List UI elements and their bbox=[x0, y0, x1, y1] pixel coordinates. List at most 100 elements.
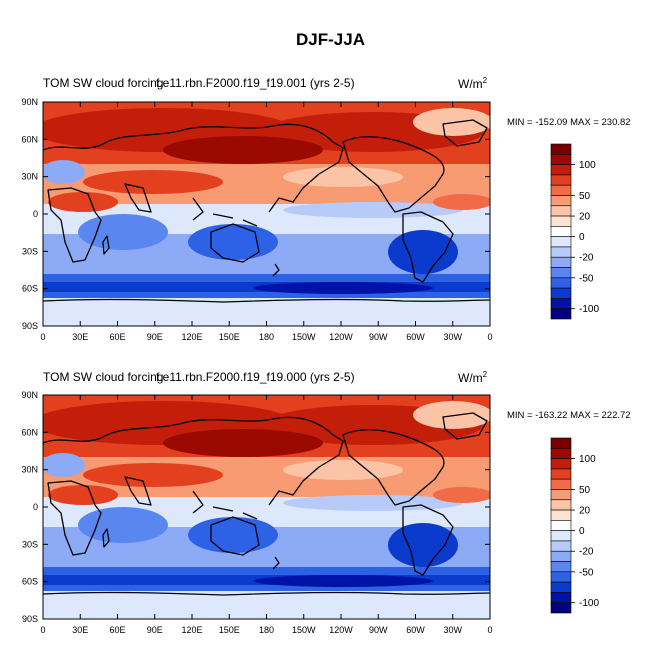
colorbar-swatch bbox=[550, 571, 572, 583]
colorbar-label: -50 bbox=[579, 273, 594, 284]
colorbar-swatch bbox=[550, 489, 572, 501]
y-tick-label: 60N bbox=[21, 134, 38, 144]
y-tick-label: 30S bbox=[22, 539, 38, 549]
panel-1-title-center: f.e11.rbn.F2000.f19_f19.001 (yrs 2-5) bbox=[156, 76, 355, 90]
y-tick-label: 30S bbox=[22, 246, 38, 256]
panel-2-colorbar: 100 50 20 0 -20 -50 -100 bbox=[550, 437, 599, 614]
colorbar-label: 50 bbox=[579, 191, 591, 202]
colorbar-swatch bbox=[550, 550, 572, 562]
colorbar-swatch bbox=[550, 256, 572, 268]
colorbar-label: 100 bbox=[579, 160, 596, 171]
x-tick-label: 150E bbox=[219, 625, 240, 635]
x-tick-label: 120E bbox=[181, 625, 202, 635]
x-tick-label: 180 bbox=[259, 625, 274, 635]
colorbar-swatch bbox=[550, 447, 572, 459]
colorbar-swatch bbox=[550, 164, 572, 176]
x-tick-label: 30W bbox=[443, 625, 462, 635]
x-tick-label: 0 bbox=[487, 332, 492, 342]
colorbar-swatch bbox=[550, 478, 572, 490]
colorbar-swatch bbox=[550, 143, 572, 155]
x-tick-label: 60W bbox=[406, 332, 425, 342]
y-tick-label: 90S bbox=[22, 321, 38, 331]
x-tick-label: 120W bbox=[329, 625, 353, 635]
colorbar-swatch bbox=[550, 458, 572, 470]
y-tick-label: 90N bbox=[21, 97, 38, 107]
colorbar-swatch bbox=[550, 267, 572, 279]
colorbar-label: 0 bbox=[579, 526, 585, 537]
x-tick-label: 90W bbox=[369, 625, 388, 635]
colorbar-swatch bbox=[550, 509, 572, 521]
colorbar-swatch bbox=[550, 226, 572, 237]
y-tick-label: 30N bbox=[21, 465, 38, 475]
y-tick-label: 0 bbox=[33, 502, 38, 512]
x-tick-label: 150W bbox=[292, 625, 316, 635]
figure-title: DJF-JJA bbox=[296, 30, 365, 49]
colorbar-label: 50 bbox=[579, 485, 591, 496]
colorbar-swatch bbox=[550, 499, 572, 511]
y-tick-label: 60S bbox=[22, 577, 38, 587]
colorbar-label: -50 bbox=[579, 567, 594, 578]
colorbar-swatch bbox=[550, 236, 572, 248]
colorbar-swatch bbox=[550, 277, 572, 289]
x-tick-label: 30W bbox=[443, 332, 462, 342]
x-tick-label: 90E bbox=[147, 625, 163, 635]
x-tick-label: 120W bbox=[329, 332, 353, 342]
panel-1-minmax: MIN = -152.09 MAX = 230.82 bbox=[507, 117, 631, 128]
y-tick-label: 90N bbox=[21, 390, 38, 400]
panel-1-map: 0 30E 60E 90E 120E 150E 180 150W 120W 90W 60W 30W 09… bbox=[21, 97, 492, 342]
x-tick-label: 0 bbox=[487, 625, 492, 635]
colorbar-label: -20 bbox=[579, 547, 594, 558]
colorbar-label: 100 bbox=[579, 454, 596, 465]
colorbar-label: 0 bbox=[579, 232, 585, 243]
colorbar-swatch bbox=[550, 298, 572, 310]
colorbar-swatch bbox=[550, 592, 572, 604]
x-tick-label: 150E bbox=[219, 332, 240, 342]
panel-1-units: W/m2 bbox=[458, 76, 488, 91]
y-tick-label: 0 bbox=[33, 209, 38, 219]
colorbar-swatch bbox=[550, 308, 572, 320]
panel-2-minmax: MIN = -163.22 MAX = 222.72 bbox=[507, 410, 631, 421]
colorbar-swatch bbox=[550, 561, 572, 573]
colorbar-label: 20 bbox=[579, 506, 591, 517]
panel-2-map: 0 30E 60E 90E 120E 150E 180 150W 120W 90W 60W 30W 09… bbox=[21, 390, 492, 635]
colorbar-label: -100 bbox=[579, 304, 599, 315]
x-tick-label: 60W bbox=[406, 625, 425, 635]
colorbar-swatch bbox=[550, 520, 572, 531]
colorbar-swatch bbox=[550, 602, 572, 614]
x-tick-label: 60E bbox=[109, 332, 125, 342]
x-tick-label: 30E bbox=[72, 625, 88, 635]
x-tick-label: 30E bbox=[72, 332, 88, 342]
colorbar-label: -20 bbox=[579, 253, 594, 264]
x-tick-label: 180 bbox=[259, 332, 274, 342]
colorbar-label: -100 bbox=[579, 598, 599, 609]
x-tick-label: 120E bbox=[181, 332, 202, 342]
y-tick-label: 60S bbox=[22, 284, 38, 294]
colorbar-swatch bbox=[550, 437, 572, 449]
colorbar-swatch bbox=[550, 246, 572, 258]
colorbar-swatch bbox=[550, 184, 572, 196]
colorbar-swatch bbox=[550, 195, 572, 207]
panel-2-title-center: f.e11.rbn.F2000.f19_f19.000 (yrs 2-5) bbox=[156, 370, 355, 384]
y-tick-label: 60N bbox=[21, 427, 38, 437]
colorbar-swatch bbox=[550, 174, 572, 186]
colorbar-swatch bbox=[550, 287, 572, 299]
colorbar-swatch bbox=[550, 205, 572, 217]
x-tick-label: 90E bbox=[147, 332, 163, 342]
colorbar-swatch bbox=[550, 215, 572, 227]
y-tick-label: 90S bbox=[22, 614, 38, 624]
colorbar-swatch bbox=[550, 468, 572, 480]
panel-2-units: W/m2 bbox=[458, 370, 488, 385]
x-tick-label: 0 bbox=[40, 625, 45, 635]
x-tick-label: 90W bbox=[369, 332, 388, 342]
panel-1-colorbar: 100 50 20 0 -20 -50 -100 bbox=[550, 143, 599, 320]
colorbar-label: 20 bbox=[579, 212, 591, 223]
x-tick-label: 150W bbox=[292, 332, 316, 342]
x-tick-label: 60E bbox=[109, 625, 125, 635]
x-tick-label: 0 bbox=[40, 332, 45, 342]
colorbar-swatch bbox=[550, 530, 572, 542]
colorbar-swatch bbox=[550, 153, 572, 165]
y-tick-label: 30N bbox=[21, 172, 38, 182]
panel-2-title-left: TOM SW cloud forcing bbox=[43, 370, 164, 384]
panel-1-title-left: TOM SW cloud forcing bbox=[43, 76, 164, 90]
